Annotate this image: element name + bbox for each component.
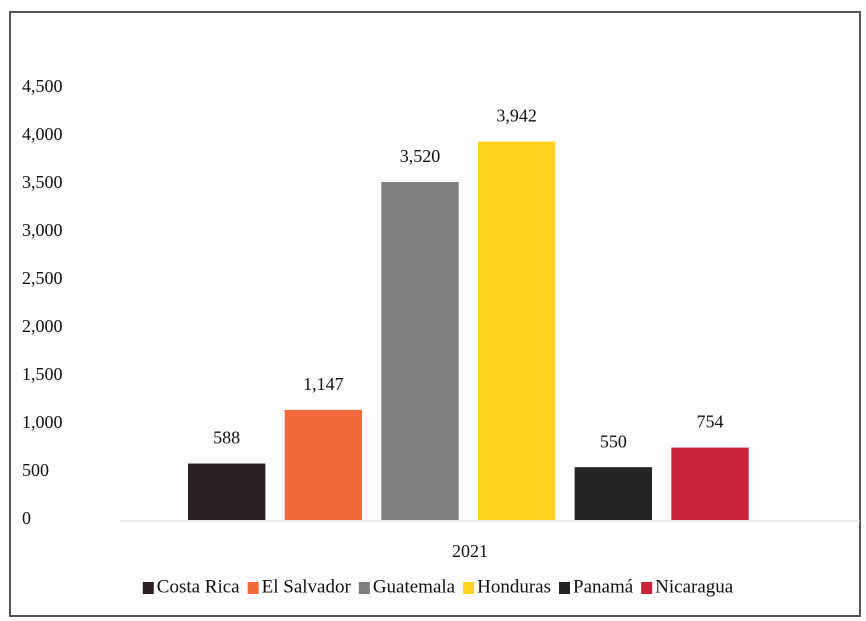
value-label: 3,520 [400,146,441,166]
y-tick-label: 3,500 [22,172,63,192]
y-tick-label: 2,000 [22,316,63,336]
value-label: 754 [697,412,724,432]
legend-label: Guatemala [373,576,456,597]
x-tick-label: 2021 [452,541,488,561]
y-tick-label: 4,500 [22,76,63,96]
bar [671,447,749,520]
y-tick-label: 1,500 [22,364,63,384]
legend-label: El Salvador [262,576,352,597]
legend: Costa Rica El Salvador Guatemala Honduras Pa… [142,576,734,597]
legend-label: Costa Rica [157,576,240,597]
value-label: 1,147 [303,374,344,394]
legend-swatch [142,582,154,594]
bar [381,182,459,520]
y-tick-label: 0 [22,508,31,528]
legend-swatch [358,582,370,594]
legend-swatch [559,582,571,594]
legend-swatch [463,582,475,594]
y-tick-label: 500 [22,460,49,480]
legend-swatch [247,582,259,594]
frame [9,11,861,617]
legend-label: Honduras [477,576,551,597]
bar [284,409,362,520]
bar [478,141,556,520]
y-tick-label: 1,000 [22,412,63,432]
legend-label: Nicaragua [655,576,734,597]
value-label: 3,942 [496,106,537,126]
legend-swatch [641,582,653,594]
y-tick-label: 2,500 [22,268,63,288]
y-tick-label: 4,000 [22,124,63,144]
y-tick-label: 3,000 [22,220,63,240]
legend-label: Panamá [573,576,634,597]
value-label: 550 [600,431,627,451]
bar [574,467,652,520]
bar [188,463,266,520]
value-label: 588 [213,428,240,448]
